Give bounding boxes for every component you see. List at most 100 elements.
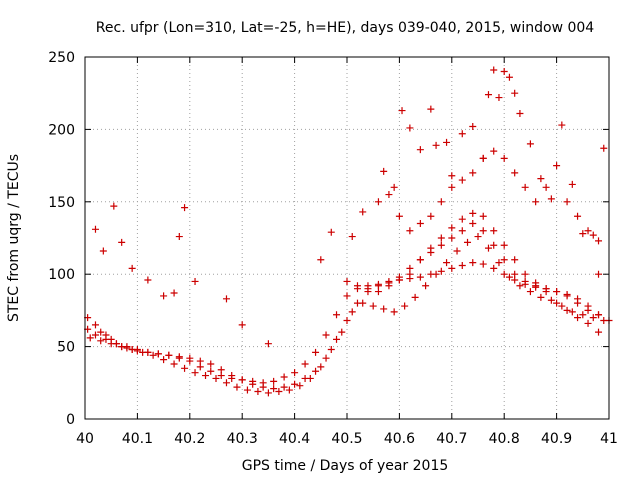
x-tick-label: 40 — [76, 431, 94, 447]
data-point — [553, 162, 561, 170]
data-point — [584, 319, 592, 327]
data-point — [280, 383, 288, 391]
data-point — [437, 267, 445, 275]
data-point — [589, 231, 597, 239]
data-point — [500, 270, 508, 278]
data-point — [458, 262, 466, 270]
data-point — [595, 237, 603, 245]
data-point — [369, 302, 377, 310]
data-point — [243, 386, 251, 394]
data-point — [333, 335, 341, 343]
data-point — [317, 256, 325, 264]
data-point — [222, 379, 230, 387]
data-point — [280, 373, 288, 381]
data-point — [175, 354, 183, 362]
x-tick-label: 40.3 — [227, 431, 258, 447]
data-point — [547, 195, 555, 203]
data-point — [443, 259, 451, 267]
data-point — [406, 124, 414, 132]
data-point — [296, 382, 304, 390]
data-point — [448, 224, 456, 232]
data-point — [291, 380, 299, 388]
data-point — [448, 264, 456, 272]
data-point — [270, 377, 278, 385]
data-point — [469, 123, 477, 131]
data-point — [500, 241, 508, 249]
y-tick-label: 250 — [48, 50, 75, 66]
data-point — [579, 230, 587, 238]
data-point — [306, 374, 314, 382]
data-point — [574, 314, 582, 322]
data-point — [170, 289, 178, 297]
data-point — [118, 343, 126, 351]
data-point — [458, 130, 466, 138]
data-point — [91, 331, 99, 339]
x-tick-label: 40.7 — [436, 431, 467, 447]
x-tick-labels: 40 40.1 40.2 40.3 40.4 40.5 40.6 40.7 40.8 40.9 41 — [76, 431, 618, 447]
y-tick-label: 200 — [48, 122, 75, 138]
data-point — [338, 328, 346, 336]
data-point — [427, 248, 435, 256]
data-point — [160, 356, 168, 364]
data-point — [149, 351, 157, 359]
data-point — [359, 208, 367, 216]
data-point — [160, 292, 168, 300]
data-point — [558, 121, 566, 129]
data-point — [181, 204, 189, 212]
data-point — [600, 317, 608, 325]
data-point — [333, 311, 341, 319]
data-point — [348, 233, 356, 241]
data-point — [458, 227, 466, 235]
data-point — [521, 270, 529, 278]
data-point — [469, 259, 477, 267]
x-tick-label: 40.2 — [174, 431, 205, 447]
data-point — [495, 259, 503, 267]
data-point — [547, 296, 555, 304]
grid-lines — [85, 57, 609, 419]
data-point — [202, 372, 210, 380]
data-point — [448, 183, 456, 191]
data-point — [474, 233, 482, 241]
data-point — [406, 270, 414, 278]
data-point — [154, 350, 162, 358]
data-point — [348, 308, 356, 316]
data-point — [595, 270, 603, 278]
data-point — [175, 233, 183, 241]
data-point — [374, 288, 382, 296]
data-point — [359, 299, 367, 307]
x-tick-label: 41 — [600, 431, 618, 447]
data-point — [511, 89, 519, 97]
data-point — [317, 363, 325, 371]
data-point — [343, 277, 351, 285]
data-point — [207, 367, 215, 375]
data-point — [537, 175, 545, 183]
data-point — [102, 335, 110, 343]
data-point — [516, 282, 524, 290]
data-point — [579, 311, 587, 319]
data-point — [553, 299, 561, 307]
data-point — [364, 285, 372, 293]
data-point — [490, 147, 498, 155]
data-point — [479, 260, 487, 268]
data-point — [416, 220, 424, 228]
data-point — [563, 306, 571, 314]
data-point — [170, 360, 178, 368]
data-point — [99, 247, 107, 255]
data-point — [479, 154, 487, 162]
data-point — [490, 241, 498, 249]
data-point — [128, 264, 136, 272]
data-point — [505, 273, 513, 281]
data-point — [443, 138, 451, 146]
data-point — [458, 215, 466, 223]
x-tick-label: 40.9 — [541, 431, 572, 447]
data-point — [186, 357, 194, 365]
data-point — [437, 198, 445, 206]
data-point — [110, 202, 118, 210]
data-point — [390, 308, 398, 316]
data-point — [343, 292, 351, 300]
data-point — [500, 67, 508, 75]
data-point — [327, 228, 335, 236]
data-point — [432, 270, 440, 278]
data-point — [479, 227, 487, 235]
data-point — [86, 334, 94, 342]
